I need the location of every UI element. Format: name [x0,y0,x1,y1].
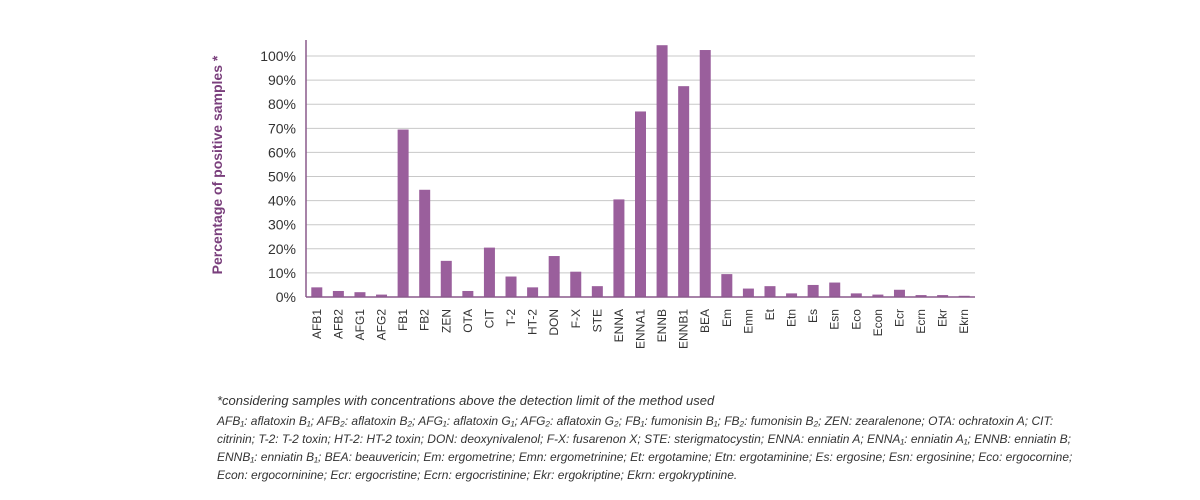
bar [548,256,560,297]
bar [872,294,884,297]
x-tick-labels: AFB1 AFB2 AFG1 AFG2 FB1 FB2 ZEN OTA CIT T-2 HT-2 DO… [310,308,971,349]
x-tick-label: Ecr [892,309,906,327]
bar [527,287,539,297]
footnote-abbreviations: AFB₁: aflatoxin B₁; AFB₂: aflatoxin B₂; … [217,414,1073,482]
x-tick-label: DON [547,309,561,336]
x-tick-label: AFB2 [331,309,345,339]
y-tick-label: 90% [268,72,296,88]
x-tick-label: Eco [849,309,863,330]
y-tick-label: 70% [268,120,296,136]
x-tick-label: CIT [482,308,496,328]
bar [721,274,733,297]
bar [678,86,690,298]
x-tick-label: Ekr [936,309,950,327]
x-tick-label: Ekrn [957,309,971,334]
bar [915,295,927,297]
x-tick-label: Em [720,309,734,327]
bar [764,286,776,297]
footnote-detection-limit: *considering samples with concentrations… [217,393,715,408]
bar [807,284,819,297]
bar [332,290,344,297]
footnotes: *considering samples with concentrations… [217,392,1077,484]
x-tick-label: HT-2 [526,309,540,335]
bar [505,276,517,297]
bar [419,189,431,297]
x-tick-label: BEA [698,309,712,333]
x-tick-label: Es [806,309,820,323]
x-tick-label: FB1 [396,309,410,331]
y-tick-label: 30% [268,217,296,233]
bar [699,50,711,298]
bar [635,111,646,297]
bar [742,288,754,297]
x-tick-label: ENNB1 [677,309,691,349]
x-tick-label: OTA [461,309,475,333]
x-tick-label: AFG1 [353,309,367,341]
y-tick-label: 80% [268,96,296,112]
x-tick-label: Esn [828,309,842,330]
x-tick-label: Etn [785,309,799,327]
y-tick-labels: 0% 10% 20% 30% 40% 50% 60% 70% 80% 90% 100% [260,48,296,305]
y-tick-label: 0% [276,289,296,305]
bar-chart: 0%10%20%30%40%50%60%70%80%90%100% AFB1 AF… [260,40,975,349]
bars [311,45,970,298]
y-axis-label: Percentage of positive samples * [209,55,225,275]
y-tick-label: 60% [268,144,296,160]
axes [305,40,975,298]
bar [397,129,409,297]
bar [613,199,625,297]
bar [893,289,905,297]
x-tick-label: ENNB [655,309,669,342]
bar [440,260,452,297]
x-tick-label: FB2 [418,309,432,331]
bar [376,294,388,297]
bar [591,286,603,297]
y-tick-label: 100% [260,48,296,64]
x-tick-label: AFB1 [310,309,324,339]
bar [656,45,668,298]
x-tick-label: STE [590,309,604,332]
x-tick-label: Et [763,308,777,320]
bar [570,271,582,297]
bar [462,290,474,297]
x-tick-label: ENNA1 [634,309,648,349]
y-tick-label: 10% [268,265,296,281]
bar [311,287,323,297]
x-tick-label: F-X [569,309,583,328]
bar [850,293,862,297]
x-tick-label: ZEN [439,309,453,333]
x-tick-label: Ecrn [914,309,928,334]
bar [354,292,366,297]
x-tick-label: ENNA [612,309,626,342]
bar [937,295,949,297]
bar [829,282,841,297]
y-tick-label: 50% [268,169,296,185]
bar [483,247,495,297]
bar [786,293,798,297]
x-tick-label: Emn [741,309,755,334]
x-tick-label: T-2 [504,309,518,327]
x-tick-label: Econ [871,309,885,336]
x-tick-label: AFG2 [375,309,389,341]
y-tick-label: 40% [268,193,296,209]
y-tick-label: 20% [268,241,296,257]
